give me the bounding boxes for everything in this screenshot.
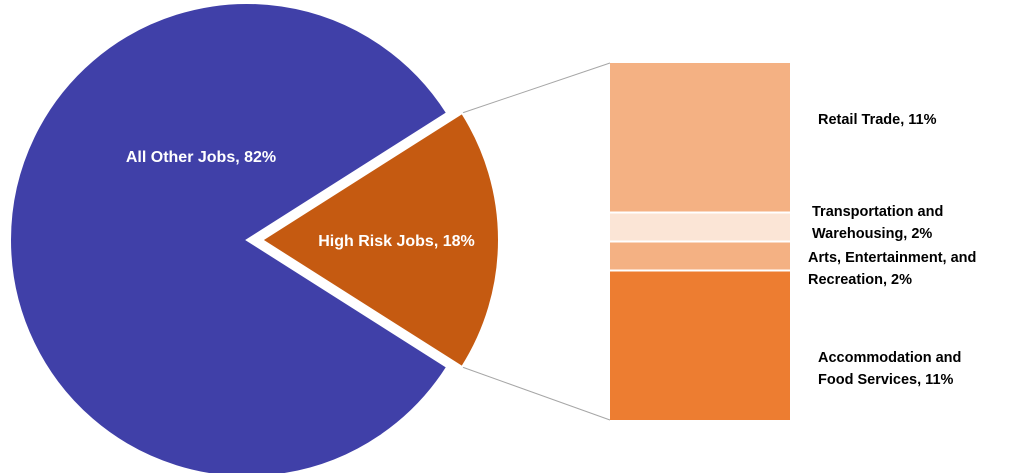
pie-label-all-other-jobs: All Other Jobs, 82% [126, 149, 276, 166]
bar-label-retail-trade: Retail Trade, 11% [818, 112, 937, 128]
pie-slice-high-risk-jobs [260, 111, 500, 369]
bar-label-transportation-and-warehousing: Transportation and Warehousing, 2% [812, 204, 943, 242]
connector-line-top [461, 62, 611, 114]
pie-slice-all-other-jobs [9, 2, 449, 473]
bar-label-accommodation-and-food-services: Accommodation and Food Services, 11% [818, 350, 961, 388]
bar-segment-transportation-and-warehousing [610, 213, 790, 241]
bar-segment-accommodation-and-food-services [610, 271, 790, 420]
bar-segment-arts-entertainment-and-recreation [610, 242, 790, 270]
connector-line-bottom [461, 366, 611, 421]
bar-label-arts-entertainment-and-recreation: Arts, Entertainment, and Recreation, 2% [808, 250, 976, 288]
pie-label-high-risk-jobs: High Risk Jobs, 18% [318, 233, 475, 250]
bar-segment-retail-trade [610, 63, 790, 212]
